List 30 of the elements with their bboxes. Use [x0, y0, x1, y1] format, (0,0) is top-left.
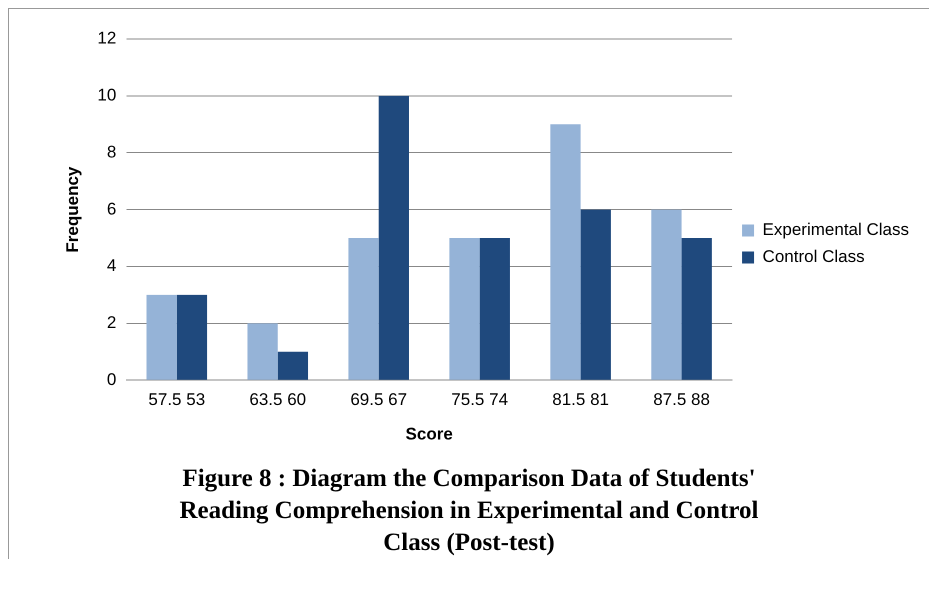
- bar: [247, 323, 278, 380]
- x-axis-title: Score: [406, 424, 453, 444]
- bar: [449, 238, 480, 380]
- x-tick-label: 69.5 67: [350, 390, 408, 410]
- bar: [146, 294, 177, 380]
- x-tick-label: 57.5 53: [148, 390, 206, 410]
- y-tick-label: 12: [97, 28, 116, 48]
- bar: [580, 210, 611, 380]
- y-tick-label: 6: [106, 199, 116, 218]
- bar: [278, 352, 308, 380]
- x-tick-label: 87.5 88: [653, 390, 710, 410]
- x-tick-label: 81.5 81: [552, 390, 609, 410]
- y-tick-label: 4: [106, 256, 116, 276]
- bar: [348, 238, 379, 380]
- y-tick-label: 8: [106, 142, 116, 162]
- y-tick-label: 2: [106, 313, 116, 332]
- bar: [651, 210, 682, 380]
- legend-label: Experimental Class: [762, 220, 910, 240]
- y-tick-label: 10: [97, 86, 116, 105]
- y-axis-title: Frequency: [62, 166, 82, 253]
- bar: [550, 124, 581, 380]
- legend-label: Control Class: [762, 247, 865, 266]
- bar: [378, 96, 409, 380]
- bar: [480, 238, 510, 380]
- bar: [682, 238, 712, 380]
- x-tick-label: 75.5 74: [451, 390, 508, 410]
- text: Figure 8 : Diagram the Comparison Data of Students' Reading Comprehension in Experimental and Control Class (Post-test): [178, 464, 760, 558]
- x-tick-label: 63.5 60: [249, 390, 306, 410]
- bar: [176, 294, 208, 380]
- y-tick-label: 0: [106, 370, 116, 389]
